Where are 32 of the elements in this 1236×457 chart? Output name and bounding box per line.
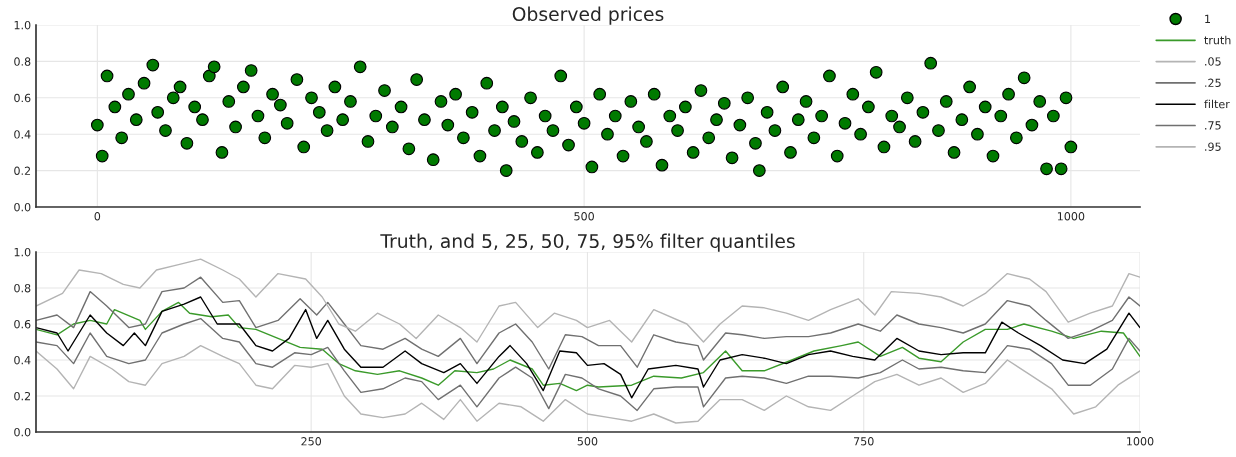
line-series: [36, 258, 1140, 343]
legend-label: .25: [1205, 78, 1221, 87]
y-tick-label: 0.4: [14, 130, 31, 139]
x-tick-label: 250: [301, 437, 322, 446]
y-tick-label: 1.0: [14, 20, 31, 30]
line-series: [36, 276, 1140, 370]
y-tick-label: 0.6: [14, 93, 31, 103]
legend-label: 1: [1205, 14, 1210, 23]
chart-title: Observed prices: [512, 6, 664, 25]
chart-title: Truth, and 5, 25, 50, 75, 95% filter quantiles: [380, 233, 795, 252]
x-tick-label: 750: [854, 437, 874, 446]
x-tick-label: 0: [94, 212, 101, 221]
legend-label: filter: [1204, 99, 1230, 109]
line-series: [36, 317, 1140, 412]
y-tick-label: 0.0: [14, 202, 31, 212]
y-tick-label: 0.2: [14, 391, 31, 401]
x-tick-label: 500: [574, 212, 594, 221]
y-tick-label: 0.6: [14, 319, 31, 329]
y-tick-label: 1.0: [14, 247, 31, 257]
y-tick-label: 0.4: [14, 355, 31, 365]
y-tick-label: 0.8: [14, 57, 31, 66]
x-tick-label: 500: [577, 437, 598, 446]
x-tick-label: 1000: [1057, 212, 1085, 221]
legend-label: .75: [1205, 121, 1221, 130]
line-series: [36, 344, 1140, 424]
y-tick-label: 0.2: [14, 166, 31, 175]
y-tick-label: 0.8: [14, 283, 31, 293]
legend-label: .05: [1205, 57, 1221, 66]
y-tick-label: 0.0: [14, 427, 31, 437]
legend-label: .95: [1205, 142, 1221, 151]
legend-label: truth: [1204, 35, 1231, 45]
x-tick-label: 1000: [1127, 437, 1154, 446]
